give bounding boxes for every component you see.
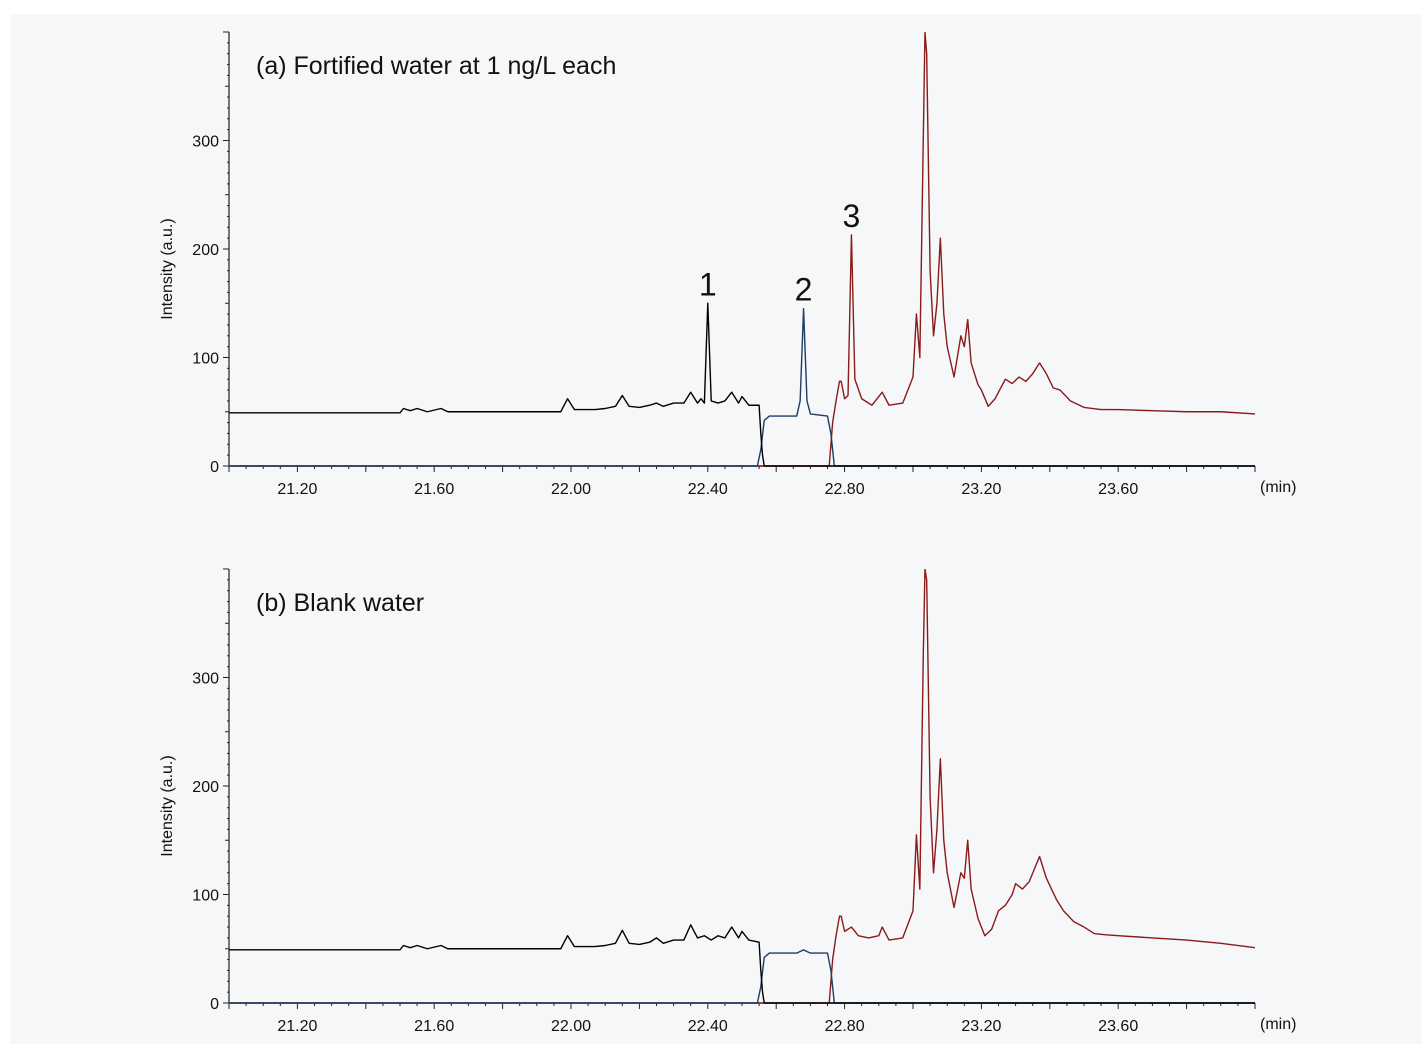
- y-axis-label: Intensity (a.u.): [159, 218, 176, 319]
- series-line-1: [229, 307, 1255, 467]
- panel-title: (b) Blank water: [256, 589, 424, 617]
- x-unit-label: (min): [1260, 479, 1296, 496]
- y-tick-label: 100: [192, 351, 219, 368]
- y-tick-label: 200: [192, 242, 219, 259]
- x-tick-label: 22.00: [551, 481, 591, 498]
- x-tick-label: 22.00: [551, 1018, 591, 1035]
- y-tick-label: 0: [210, 996, 219, 1013]
- y-tick-label: 300: [192, 671, 219, 688]
- y-axis-label: Intensity (a.u.): [159, 755, 176, 856]
- series-line-1: [229, 949, 1255, 1004]
- x-tick-label: 21.60: [414, 1018, 454, 1035]
- x-tick-label: 21.20: [277, 481, 317, 498]
- chromatogram-figure: 21.20 21.60 22.00 22.40 22.80 23.20 23.60 0 100 2…: [10, 14, 1422, 1044]
- peak-label: 2: [795, 272, 813, 308]
- x-tick-label: 23.20: [961, 481, 1001, 498]
- panel-title: (a) Fortified water at 1 ng/L each: [256, 52, 616, 80]
- x-tick-label: 22.80: [825, 1018, 865, 1035]
- x-tick-label: 22.40: [688, 481, 728, 498]
- x-tick-label: 23.60: [1098, 1018, 1138, 1035]
- y-tick-label: 300: [192, 134, 219, 151]
- x-tick-label: 21.60: [414, 481, 454, 498]
- y-tick-label: 200: [192, 779, 219, 796]
- panel-a: 21.20 21.60 22.00 22.40 22.80 23.20 23.60 0 100 2…: [159, 31, 1296, 498]
- series-line-2: [229, 569, 1255, 1004]
- series-line-0: [229, 302, 1255, 467]
- x-tick-label: 23.60: [1098, 481, 1138, 498]
- x-tick-label: 22.80: [825, 481, 865, 498]
- chromatogram-svg: 21.20 21.60 22.00 22.40 22.80 23.20 23.60 0 100 2…: [159, 31, 1296, 1035]
- traces: [229, 569, 1255, 1004]
- x-tick-label: 22.40: [688, 1018, 728, 1035]
- peak-label: 3: [843, 198, 861, 234]
- traces: [229, 32, 1255, 467]
- peak-label: 1: [699, 266, 717, 302]
- y-tick-label: 100: [192, 888, 219, 905]
- x-tick-label: 21.20: [277, 1018, 317, 1035]
- x-tick-label: 23.20: [961, 1018, 1001, 1035]
- x-unit-label: (min): [1260, 1016, 1296, 1033]
- series-line-2: [229, 32, 1255, 467]
- series-line-0: [229, 924, 1255, 1004]
- y-tick-label: 0: [210, 459, 219, 476]
- panel-b: 21.20 21.60 22.00 22.40 22.80 23.20 23.60 0 100 2…: [159, 568, 1296, 1035]
